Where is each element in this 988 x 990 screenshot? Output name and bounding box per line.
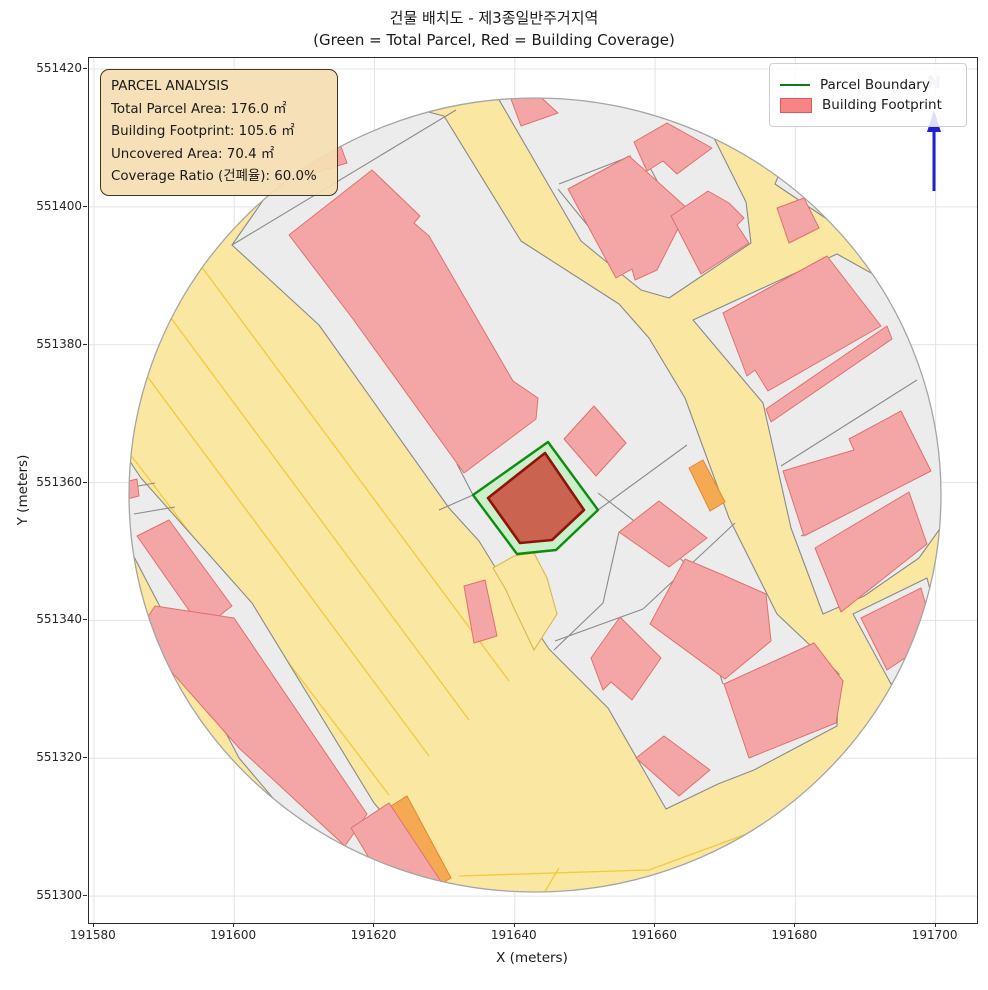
x-tick-mark	[934, 923, 936, 927]
building-east-2	[765, 325, 893, 423]
parcel-boundary-line	[597, 444, 688, 511]
building-south-2	[649, 558, 772, 680]
y-tick-label: 551360	[36, 474, 82, 489]
parcel-analysis-line-1: Total Parcel Area: 176.0 ㎡	[111, 101, 287, 117]
building-west-sliver	[129, 478, 140, 500]
parcel-boundary-line	[553, 531, 620, 651]
building-center-ne	[563, 405, 627, 477]
building-center-se	[618, 500, 708, 568]
x-tick-mark	[513, 923, 515, 927]
building-east-1	[722, 255, 882, 392]
legend-item-1: Building Footprint	[780, 97, 956, 113]
building-top-4	[670, 190, 750, 275]
legend-line-swatch	[780, 84, 810, 86]
y-tick-label: 551320	[36, 750, 82, 765]
x-tick-mark	[373, 923, 375, 927]
y-tick-mark	[83, 757, 87, 759]
y-tick-mark	[83, 481, 87, 483]
legend-item-0: Parcel Boundary	[780, 77, 956, 93]
study-radius-circle	[128, 97, 942, 893]
building-top-2	[633, 122, 713, 175]
orange-edge-strip	[688, 459, 726, 512]
building-east-3	[782, 410, 932, 537]
y-tick-mark	[83, 619, 87, 621]
parcel-boundary-line	[231, 109, 457, 246]
building-top-1	[510, 98, 559, 127]
building-south-1	[590, 616, 662, 701]
parcel-boundary-line	[780, 379, 918, 467]
title-line-2: (Green = Total Parcel, Red = Building Co…	[313, 31, 675, 49]
building-south-4	[635, 735, 711, 797]
building-south-3	[723, 642, 844, 759]
x-tick-label: 191620	[350, 928, 397, 942]
x-tick-label: 191700	[911, 928, 958, 942]
parcel-analysis-line-3: Uncovered Area: 70.4 ㎡	[111, 146, 275, 162]
x-tick-label: 191600	[210, 928, 257, 942]
parcel-analysis-box: PARCEL ANALYSIS Total Parcel Area: 176.0 …	[100, 69, 338, 196]
parcel-analysis-line-0: PARCEL ANALYSIS	[111, 79, 229, 94]
building-stub-strip	[463, 579, 498, 644]
legend-label: Building Footprint	[822, 97, 942, 113]
y-tick-label: 551340	[36, 612, 82, 627]
x-tick-label: 191680	[771, 928, 818, 942]
parcel-boundary-line	[438, 494, 474, 511]
parcel-analysis-line-2: Building Footprint: 105.6 ㎡	[111, 124, 295, 139]
map-canvas[interactable]: N	[89, 58, 977, 923]
road-lane-line	[148, 195, 510, 682]
x-tick-mark	[92, 923, 94, 927]
plot-area: N PARCEL ANALYSIS Total Parcel Area: 176.…	[88, 57, 978, 924]
legend-patch-swatch	[780, 97, 812, 113]
y-axis-label: Y (meters)	[15, 454, 31, 526]
title-line-1: 건물 배치도 - 제3종일반주거지역	[389, 9, 599, 27]
y-tick-mark	[83, 68, 87, 70]
y-tick-mark	[83, 343, 87, 345]
parcel-boundary-line	[554, 608, 644, 642]
x-axis-label: X (meters)	[496, 950, 568, 966]
road-lane-line	[129, 270, 430, 757]
x-tick-label: 191580	[70, 928, 116, 942]
parcel-boundary-line	[558, 155, 632, 185]
x-tick-label: 191660	[631, 928, 677, 942]
building-east-4	[814, 491, 928, 613]
road-stub	[492, 552, 558, 652]
parcel-boundary-line	[133, 506, 176, 515]
y-tick-label: 551300	[36, 888, 82, 903]
parcel-analysis-line-4: Coverage Ratio (건폐율): 60.0%	[111, 169, 317, 184]
legend: Parcel Boundary Building Footprint	[769, 63, 967, 127]
x-tick-mark	[794, 923, 796, 927]
building-footprint-polygon	[486, 451, 586, 545]
figure-title: 건물 배치도 - 제3종일반주거지역 (Green = Total Parcel…	[0, 7, 988, 51]
x-tick-label: 191640	[490, 928, 537, 942]
map-layers	[129, 98, 941, 892]
y-tick-label: 551400	[36, 198, 82, 213]
y-tick-label: 551380	[36, 336, 82, 351]
building-west-1	[136, 519, 233, 630]
y-tick-mark	[83, 205, 87, 207]
legend-label: Parcel Boundary	[820, 77, 930, 93]
road-lane-line	[513, 867, 560, 892]
x-tick-mark	[654, 923, 656, 927]
x-tick-mark	[233, 923, 235, 927]
building-ne-wedge	[776, 197, 820, 244]
building-big-northwest	[288, 169, 539, 474]
y-tick-label: 551420	[36, 61, 82, 76]
parcel-boundary-line	[456, 463, 474, 496]
y-tick-mark	[83, 895, 87, 897]
